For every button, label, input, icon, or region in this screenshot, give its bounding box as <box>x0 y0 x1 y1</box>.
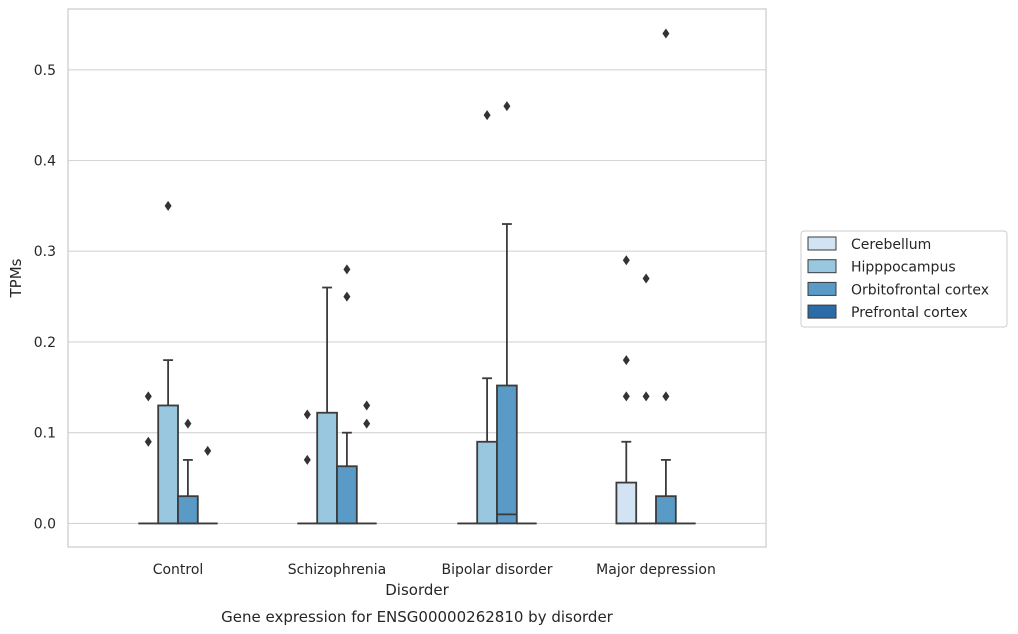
box-body <box>615 481 638 525</box>
outlier-point <box>622 255 630 266</box>
y-tick-label: 0.0 <box>34 516 56 532</box>
y-tick-label: 0.1 <box>34 426 56 442</box>
x-tick-label: Major depression <box>596 562 716 578</box>
box-body <box>496 384 518 525</box>
box-group <box>615 255 638 525</box>
box-body <box>157 404 179 525</box>
outlier-point <box>662 391 670 402</box>
outlier-point <box>303 454 311 465</box>
x-tick-label: Bipolar disorder <box>441 562 552 578</box>
legend-swatch <box>807 304 837 319</box>
legend-swatch <box>807 259 837 274</box>
box-group <box>496 101 518 525</box>
outlier-point <box>303 409 311 420</box>
outlier-point <box>164 200 172 211</box>
box-marks <box>138 28 696 525</box>
x-tick-label: Control <box>153 562 204 578</box>
outlier-point <box>363 400 371 411</box>
legend-label: Cerebellum <box>851 237 931 253</box>
outlier-point <box>622 355 630 366</box>
y-tick-label: 0.4 <box>34 154 56 170</box>
outlier-point <box>503 101 511 112</box>
outlier-point <box>642 391 650 402</box>
legend-swatch <box>807 281 837 296</box>
box-group <box>636 273 656 525</box>
y-tick-labels: 0.0 0.1 0.2 0.3 0.4 0.5 <box>34 63 56 533</box>
x-tick-labels: Control Schizophrenia Bipolar disorder Majo… <box>153 562 716 578</box>
box-group <box>157 200 179 525</box>
y-tick-label: 0.3 <box>34 244 56 260</box>
box-group <box>655 28 677 525</box>
outlier-point <box>622 391 630 402</box>
y-tick-label: 0.5 <box>34 63 56 79</box>
outlier-point <box>642 273 650 284</box>
outlier-point <box>662 28 670 39</box>
box-body <box>476 440 498 525</box>
box-group <box>177 418 199 525</box>
box-group <box>336 264 358 525</box>
outlier-point <box>343 291 351 302</box>
outlier-point <box>204 445 212 456</box>
box-group <box>197 445 218 525</box>
y-tick-label: 0.2 <box>34 335 56 351</box>
legend-swatch <box>807 236 837 251</box>
box-body <box>316 411 338 525</box>
x-axis-title: Disorder <box>385 581 449 599</box>
box-group <box>316 286 338 525</box>
box-group <box>356 400 377 525</box>
legend-label: Orbitofrontal cortex <box>851 282 989 298</box>
outlier-point <box>144 436 152 447</box>
outlier-point <box>343 264 351 275</box>
plot-frame <box>67 8 767 548</box>
box-group <box>138 391 159 525</box>
box-group <box>476 110 498 525</box>
box-body <box>655 495 677 525</box>
x-tick-label: Schizophrenia <box>288 562 386 578</box>
legend-label: Prefrontal cortex <box>851 305 968 321</box>
y-axis-title: TPMs <box>7 258 25 298</box>
outlier-point <box>363 418 371 429</box>
box-group <box>297 409 318 525</box>
legend: Cerebellum Hipppocampus Orbitofrontal cort… <box>800 230 1008 328</box>
chart-caption: Gene expression for ENSG00000262810 by d… <box>221 608 614 626</box>
outlier-point <box>144 391 152 402</box>
legend-label: Hipppocampus <box>851 260 956 276</box>
legend-frame <box>800 230 1008 328</box>
box-body <box>336 465 358 525</box>
outlier-point <box>184 418 192 429</box>
box-body <box>177 495 199 525</box>
outlier-point <box>483 110 491 121</box>
